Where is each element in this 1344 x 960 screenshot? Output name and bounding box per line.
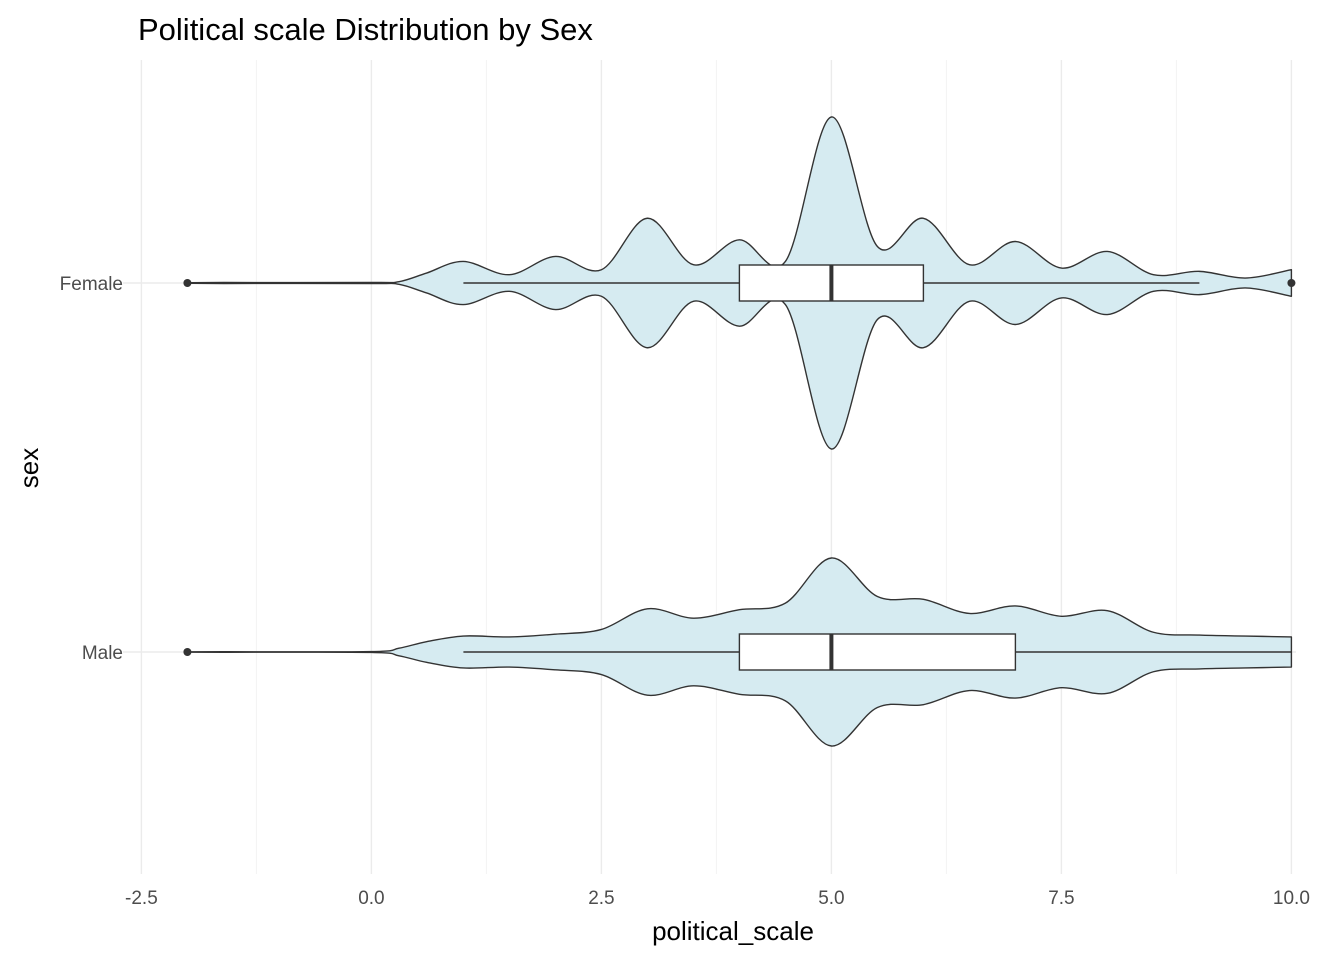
x-tick-label: 2.5 (588, 888, 614, 909)
chart-title: Political scale Distribution by Sex (138, 12, 593, 47)
outlier-point-male (183, 648, 192, 656)
x-tick-label: -2.5 (125, 888, 158, 909)
outlier-layer (183, 279, 1296, 656)
axis-layer: Female Male -2.5 0.0 2.5 5.0 7.5 10.0 (60, 274, 1310, 909)
y-tick-label-male: Male (82, 643, 123, 664)
box-male (738, 633, 1017, 671)
x-tick-label: 10.0 (1273, 888, 1310, 909)
outlier-point-female (183, 279, 192, 287)
y-tick-label-female: Female (60, 274, 123, 295)
box-layer (463, 264, 1292, 671)
outlier-point-female (1287, 279, 1296, 287)
x-tick-label: 5.0 (818, 888, 844, 909)
x-tick-label: 0.0 (358, 888, 384, 909)
y-axis-title: sex (14, 448, 44, 488)
grid-layer (123, 60, 1296, 874)
x-tick-label: 7.5 (1048, 888, 1074, 909)
x-axis-title: political_scale (652, 916, 814, 946)
